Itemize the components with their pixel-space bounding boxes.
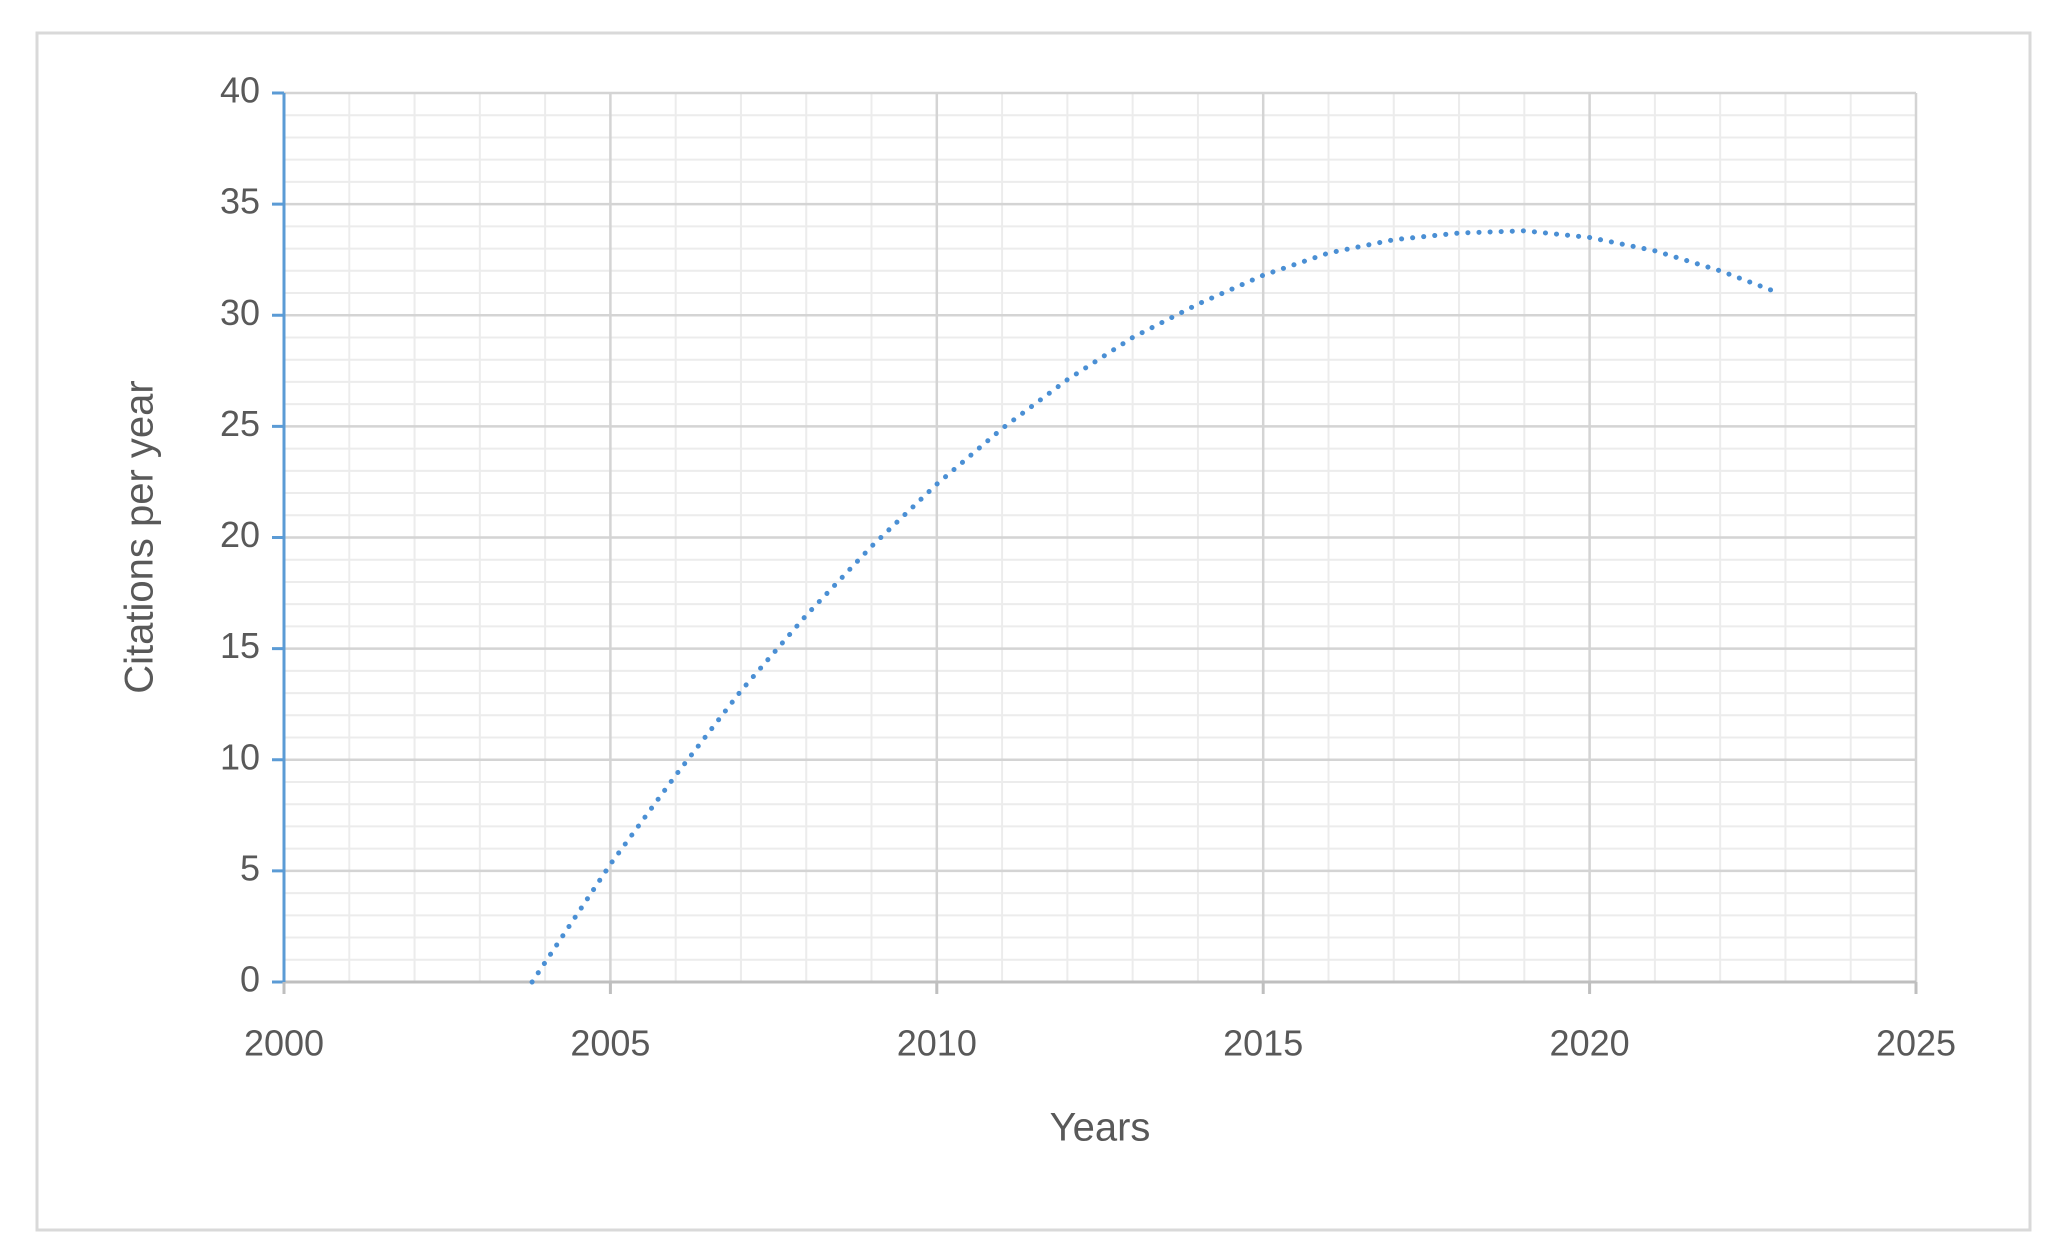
y-tick-label: 10 bbox=[220, 736, 260, 777]
x-tick-label: 2010 bbox=[897, 1023, 977, 1064]
y-tick-label: 15 bbox=[220, 625, 260, 666]
y-tick-label: 20 bbox=[220, 514, 260, 555]
y-axis-title: Citations per year bbox=[118, 380, 162, 693]
x-tick-label: 2020 bbox=[1550, 1023, 1630, 1064]
y-tick-label: 25 bbox=[220, 403, 260, 444]
y-tick-label: 35 bbox=[220, 181, 260, 222]
x-tick-label: 2025 bbox=[1876, 1023, 1956, 1064]
y-tick-label: 0 bbox=[240, 959, 260, 1000]
chart-frame bbox=[35, 31, 2032, 1232]
x-tick-label: 2000 bbox=[244, 1023, 324, 1064]
y-tick-label: 5 bbox=[240, 847, 260, 888]
y-tick-label: 30 bbox=[220, 292, 260, 333]
x-axis-title: Years bbox=[1050, 1106, 1151, 1150]
y-tick-label: 40 bbox=[220, 70, 260, 111]
x-tick-label: 2005 bbox=[570, 1023, 650, 1064]
x-tick-label: 2015 bbox=[1223, 1023, 1303, 1064]
trend-line bbox=[529, 228, 1782, 985]
